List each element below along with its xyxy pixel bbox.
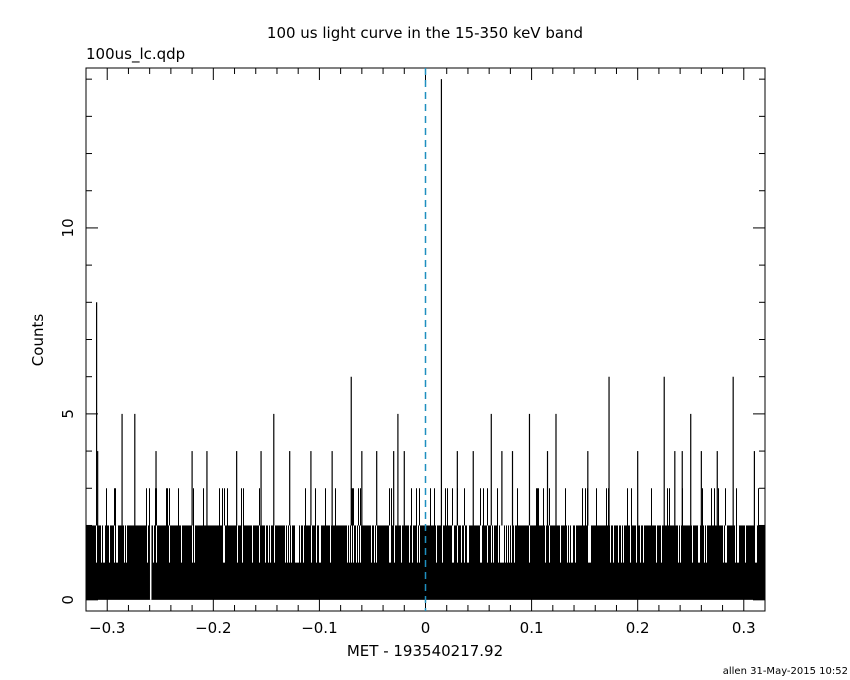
y-tick-label: 5 [59,409,77,419]
x-tick-label: 0.3 [732,619,756,637]
footer-credit: allen 31-May-2015 10:52 [723,666,848,677]
chart-title: 100 us light curve in the 15-350 keV ban… [267,24,583,42]
x-tick-labels: −0.3 −0.2 −0.1 0 0.1 0.2 0.3 [89,619,756,637]
x-tick-label: 0.2 [626,619,650,637]
x-tick-label: −0.1 [301,619,337,637]
x-axis-label: MET - 193540217.92 [347,642,503,660]
y-tick-labels: 0 5 10 [59,218,77,604]
x-tick-label: 0 [421,619,431,637]
file-name-label: 100us_lc.qdp [86,45,185,64]
x-tick-label: 0.1 [520,619,544,637]
y-tick-label: 10 [59,218,77,237]
three-count-bins [106,488,759,526]
y-tick-label: 0 [59,595,77,605]
x-tick-label: −0.2 [195,619,231,637]
noise-gaps [96,525,757,563]
x-tick-label: −0.3 [89,619,125,637]
y-axis-label: Counts [29,314,47,367]
